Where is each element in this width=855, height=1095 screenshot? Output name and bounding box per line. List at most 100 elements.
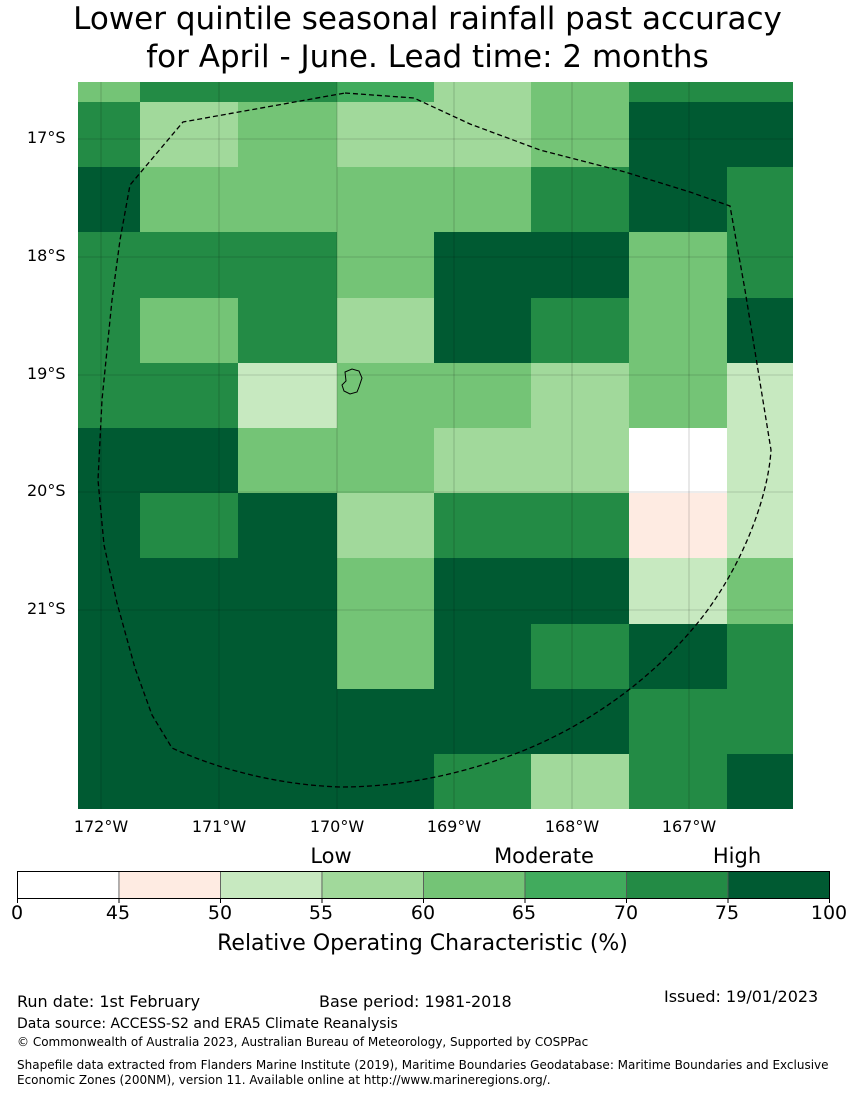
grid-cell bbox=[140, 232, 238, 298]
grid-cell bbox=[531, 493, 629, 558]
grid-cell bbox=[629, 298, 727, 363]
grid-cell bbox=[531, 232, 629, 298]
grid-cell bbox=[238, 298, 337, 363]
grid-cell bbox=[727, 754, 793, 809]
grid-cell bbox=[434, 232, 531, 298]
grid-cell bbox=[78, 82, 140, 102]
lon-label-171w: 171°W bbox=[191, 817, 247, 836]
colorbar-category-moderate: Moderate bbox=[494, 844, 594, 868]
grid-cell bbox=[78, 363, 140, 428]
grid-cell bbox=[434, 624, 531, 689]
grid-cell bbox=[140, 363, 238, 428]
grid-cell bbox=[531, 167, 629, 232]
grid-cell bbox=[238, 102, 337, 167]
grid-cell bbox=[727, 363, 793, 428]
grid-cell bbox=[531, 298, 629, 363]
grid-cell bbox=[140, 102, 238, 167]
title-line-2: for April - June. Lead time: 2 months bbox=[146, 39, 709, 75]
colorbar-category-high: High bbox=[712, 844, 762, 868]
colorbar-tick-70: 70 bbox=[613, 902, 639, 924]
grid-cell bbox=[727, 167, 793, 232]
lon-label-167w: 167°W bbox=[661, 817, 717, 836]
grid-cell bbox=[238, 624, 337, 689]
grid-cell bbox=[727, 558, 793, 624]
lon-label-169w: 169°W bbox=[426, 817, 482, 836]
grid-cell bbox=[238, 363, 337, 428]
map-gridlines bbox=[78, 82, 793, 809]
grid-cell bbox=[434, 493, 531, 558]
grid-cell bbox=[140, 167, 238, 232]
colorbar bbox=[17, 871, 830, 903]
base-period: Base period: 1981-2018 bbox=[319, 992, 512, 1011]
grid-cell bbox=[140, 428, 238, 493]
rainfall-accuracy-map bbox=[78, 82, 793, 809]
grid-cell bbox=[727, 102, 793, 167]
grid-cell bbox=[238, 493, 337, 558]
grid-cell bbox=[727, 298, 793, 363]
grid-cell bbox=[629, 493, 727, 558]
colorbar-category-low: Low bbox=[310, 844, 352, 868]
grid-cell bbox=[434, 167, 531, 232]
grid-cell bbox=[531, 754, 629, 809]
grid-cell bbox=[629, 754, 727, 809]
grid-cell bbox=[337, 558, 434, 624]
grid-cell bbox=[78, 428, 140, 493]
grid-cell bbox=[629, 558, 727, 624]
niue-island-outline bbox=[341, 368, 363, 395]
lat-label-18s: 18°S bbox=[27, 246, 66, 265]
colorbar-segment bbox=[423, 871, 526, 899]
grid-cell bbox=[238, 232, 337, 298]
grid-cell bbox=[238, 82, 337, 102]
colorbar-segment bbox=[524, 871, 627, 899]
shapefile-credit-line-1: Shapefile data extracted from Flanders M… bbox=[17, 1058, 829, 1072]
colorbar-segment bbox=[321, 871, 424, 899]
grid-cell bbox=[78, 558, 140, 624]
grid-cell bbox=[78, 493, 140, 558]
grid-cell bbox=[531, 689, 629, 754]
grid-cell bbox=[238, 558, 337, 624]
copyright-notice: © Commonwealth of Australia 2023, Austra… bbox=[17, 1035, 589, 1049]
grid-cell bbox=[434, 82, 531, 102]
colorbar-tick-60: 60 bbox=[410, 902, 436, 924]
grid-cell bbox=[434, 298, 531, 363]
grid-cell bbox=[531, 624, 629, 689]
colorbar-tick-0: 0 bbox=[10, 902, 24, 924]
grid-cell bbox=[78, 102, 140, 167]
grid-cell bbox=[727, 82, 793, 102]
grid-cell bbox=[629, 624, 727, 689]
grid-cell bbox=[531, 102, 629, 167]
grid-cell bbox=[337, 167, 434, 232]
colorbar-segment bbox=[626, 871, 729, 899]
lat-label-19s: 19°S bbox=[27, 364, 66, 383]
grid-cell bbox=[434, 754, 531, 809]
colorbar-tick-75: 75 bbox=[714, 902, 740, 924]
grid-cell bbox=[434, 363, 531, 428]
lat-label-20s: 20°S bbox=[27, 481, 66, 500]
shapefile-credit: Shapefile data extracted from Flanders M… bbox=[17, 1058, 829, 1088]
grid-cell bbox=[434, 428, 531, 493]
data-source: Data source: ACCESS-S2 and ERA5 Climate … bbox=[17, 1016, 398, 1032]
colorbar-label: Relative Operating Characteristic (%) bbox=[217, 931, 628, 956]
grid-cell bbox=[337, 232, 434, 298]
grid-cell bbox=[337, 624, 434, 689]
grid-cell bbox=[78, 232, 140, 298]
grid-cell bbox=[434, 558, 531, 624]
title-line-1: Lower quintile seasonal rainfall past ac… bbox=[73, 1, 782, 37]
grid-cell bbox=[140, 493, 238, 558]
colorbar-segment bbox=[220, 871, 323, 899]
lon-label-168w: 168°W bbox=[544, 817, 600, 836]
colorbar-tick-65: 65 bbox=[511, 902, 537, 924]
grid-cell bbox=[78, 754, 140, 809]
colorbar-tick-50: 50 bbox=[207, 902, 233, 924]
grid-cell bbox=[434, 102, 531, 167]
lat-label-17s: 17°S bbox=[27, 128, 66, 147]
grid-cell bbox=[78, 689, 140, 754]
grid-cells bbox=[78, 82, 793, 809]
grid-cell bbox=[629, 102, 727, 167]
shapefile-credit-line-2: Economic Zones (200NM), version 11. Avai… bbox=[17, 1073, 551, 1087]
colorbar-segment bbox=[17, 871, 120, 899]
grid-cell bbox=[140, 689, 238, 754]
grid-cell bbox=[140, 624, 238, 689]
grid-cell bbox=[629, 232, 727, 298]
grid-cell bbox=[629, 689, 727, 754]
